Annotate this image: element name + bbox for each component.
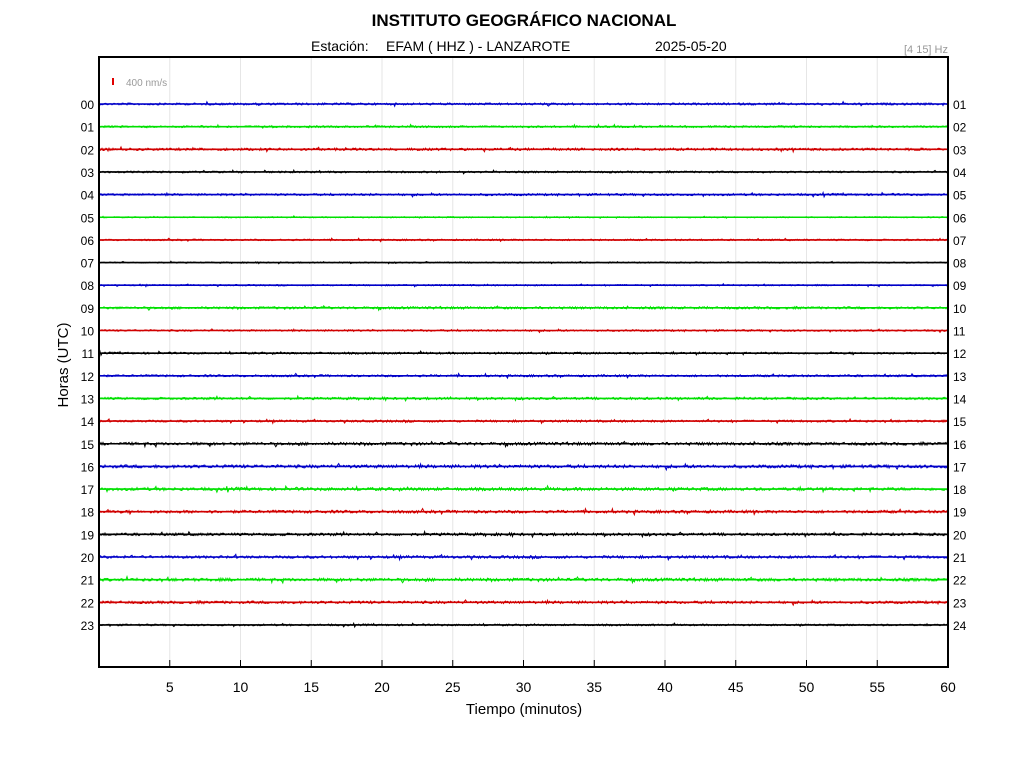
left-hour-label: 08 <box>81 279 95 293</box>
left-hour-label: 06 <box>81 234 95 248</box>
right-hour-label: 07 <box>953 234 967 248</box>
right-hour-label: 24 <box>953 619 967 633</box>
x-tick-label: 45 <box>728 679 744 695</box>
x-tick-label: 35 <box>586 679 602 695</box>
right-hour-label: 19 <box>953 506 967 520</box>
left-hour-label: 22 <box>81 596 95 610</box>
x-tick-label: 15 <box>303 679 319 695</box>
left-hour-label: 10 <box>81 325 95 339</box>
x-tick-label: 10 <box>233 679 249 695</box>
x-tick-label: 20 <box>374 679 390 695</box>
right-hour-label: 21 <box>953 551 967 565</box>
left-hour-label: 15 <box>81 438 95 452</box>
y-axis-title: Horas (UTC) <box>55 322 72 407</box>
left-hour-label: 17 <box>81 483 95 497</box>
right-hour-label: 09 <box>953 279 967 293</box>
left-hour-labels: 00 01 02 03 04 05 06 07 08 09 10 11 12 13 14 15 16 17 18 19… <box>81 98 95 633</box>
right-hour-label: 15 <box>953 415 967 429</box>
x-axis-title: Tiempo (minutos) <box>466 701 582 718</box>
left-hour-label: 12 <box>81 370 95 384</box>
filter-band-label: [4 15] Hz <box>904 44 948 56</box>
right-hour-label: 13 <box>953 370 967 384</box>
left-hour-label: 20 <box>81 551 95 565</box>
left-hour-label: 19 <box>81 528 95 542</box>
left-hour-label: 23 <box>81 619 95 633</box>
left-hour-label: 03 <box>81 166 95 180</box>
right-hour-label: 17 <box>953 460 967 474</box>
x-tick-label: 40 <box>657 679 673 695</box>
figure-title: INSTITUTO GEOGRÁFICO NACIONAL <box>372 11 677 30</box>
left-hour-label: 04 <box>81 189 95 203</box>
right-hour-label: 11 <box>953 325 966 339</box>
right-hour-label: 01 <box>953 98 967 112</box>
right-hour-label: 10 <box>953 302 967 316</box>
right-hour-label: 05 <box>953 189 967 203</box>
left-hour-label: 07 <box>81 257 95 271</box>
right-hour-label: 08 <box>953 257 967 271</box>
x-tick-label: 50 <box>799 679 815 695</box>
grid-lines <box>169 57 878 667</box>
x-axis: 5 10 15 20 25 30 35 40 45 50 55 60 <box>166 660 956 695</box>
right-hour-label: 04 <box>953 166 967 180</box>
left-hour-label: 18 <box>81 506 95 520</box>
left-hour-label: 00 <box>81 98 95 112</box>
right-hour-label: 20 <box>953 528 967 542</box>
left-hour-label: 13 <box>81 392 95 406</box>
station-name: EFAM ( HHZ ) - LANZAROTE <box>386 38 570 54</box>
x-tick-label: 25 <box>445 679 461 695</box>
right-hour-label: 23 <box>953 596 967 610</box>
left-hour-label: 02 <box>81 143 95 157</box>
x-tick-label: 60 <box>940 679 956 695</box>
left-hour-label: 09 <box>81 302 95 316</box>
right-hour-label: 16 <box>953 438 967 452</box>
right-hour-label: 02 <box>953 121 967 135</box>
right-hour-label: 14 <box>953 392 967 406</box>
station-label: Estación: <box>311 38 369 54</box>
date-label: 2025-05-20 <box>655 38 727 54</box>
left-hour-label: 05 <box>81 211 95 225</box>
left-hour-label: 11 <box>82 347 95 361</box>
scale-bar-label: 400 nm/s <box>126 78 167 89</box>
right-hour-label: 18 <box>953 483 967 497</box>
left-hour-label: 14 <box>81 415 95 429</box>
left-hour-label: 16 <box>81 460 95 474</box>
x-tick-label: 5 <box>166 679 174 695</box>
trace-layer <box>98 100 949 629</box>
right-hour-labels: 01 02 03 04 05 06 07 08 09 10 11 12 13 14 15 16 17 18 19 20… <box>953 98 967 633</box>
left-hour-label: 21 <box>81 574 95 588</box>
right-hour-label: 12 <box>953 347 967 361</box>
right-hour-label: 06 <box>953 211 967 225</box>
x-tick-label: 55 <box>869 679 885 695</box>
right-hour-label: 03 <box>953 143 967 157</box>
left-hour-label: 01 <box>81 121 95 135</box>
x-tick-label: 30 <box>516 679 532 695</box>
right-hour-label: 22 <box>953 574 967 588</box>
